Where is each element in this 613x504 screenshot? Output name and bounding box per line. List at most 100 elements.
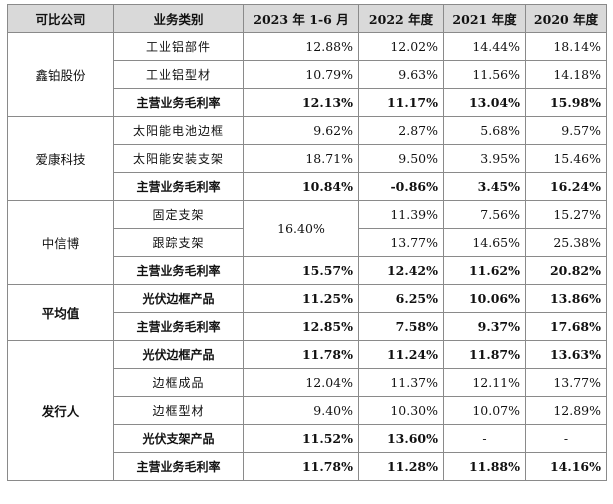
category-cell: 固定支架 [113,200,244,229]
value-cell: 11.56% [443,60,526,89]
value-cell: 14.16% [525,452,607,481]
category-cell: 主营业务毛利率 [113,312,244,341]
value-cell: 13.86% [525,284,607,313]
value-cell: 18.71% [243,144,359,173]
value-cell: 2.87% [358,116,444,145]
value-cell: 11.37% [358,368,444,397]
value-cell: 13.63% [525,340,607,369]
category-cell: 主营业务毛利率 [113,452,244,481]
value-cell: 9.62% [243,116,359,145]
category-cell: 主营业务毛利率 [113,256,244,285]
merged-value-cell: 16.40% [243,200,359,257]
table-row: 太阳能安装支架 18.71% 9.50% 3.95% 15.46% [8,144,607,173]
value-cell: 10.07% [443,396,526,425]
value-cell: 15.98% [525,88,607,117]
value-cell: 7.56% [443,200,526,229]
table-row: 主营业务毛利率 10.84% -0.86% 3.45% 16.24% [8,172,607,201]
table-row: 鑫铂股份 工业铝部件 12.88% 12.02% 14.44% 18.14% [7,32,607,117]
value-cell: 13.04% [443,88,526,117]
table-row: 主营业务毛利率 15.57% 12.42% 11.62% 20.82% [8,256,607,285]
table-row: 主营业务毛利率 12.13% 11.17% 13.04% 15.98% [8,88,607,117]
value-cell: 11.62% [443,256,526,285]
table-row: 光伏支架产品 11.52% 13.60% - - [8,424,607,453]
header-2023h1: 2023 年 1-6 月 [243,4,359,33]
company-cell: 中信博 [7,200,114,285]
value-cell: - [525,424,607,453]
value-cell: 13.60% [358,424,444,453]
value-cell: 13.77% [525,368,607,397]
value-cell: 13.77% [358,228,444,257]
value-cell: 11.28% [358,452,444,481]
company-cell: 爱康科技 [7,116,114,201]
table-row: 跟踪支架 13.77% 14.65% 25.38% [8,228,607,257]
value-cell: 11.52% [243,424,359,453]
company-cell: 鑫铂股份 [7,32,114,117]
value-cell: -0.86% [358,172,444,201]
header-row: 可比公司 业务类别 2023 年 1-6 月 2022 年度 2021 年度 2… [7,4,607,33]
category-cell: 边框型材 [113,396,244,425]
category-cell: 跟踪支架 [113,228,244,257]
value-cell: 11.87% [443,340,526,369]
value-cell: 5.68% [443,116,526,145]
value-cell: 12.11% [443,368,526,397]
value-cell: 12.04% [243,368,359,397]
header-2022: 2022 年度 [358,4,444,33]
value-cell: 15.57% [243,256,359,285]
header-2020: 2020 年度 [525,4,607,33]
value-cell: 15.46% [525,144,607,173]
value-cell: 11.39% [358,200,444,229]
value-cell: 9.40% [243,396,359,425]
header-2021: 2021 年度 [443,4,526,33]
category-cell: 主营业务毛利率 [113,88,244,117]
value-cell: 10.84% [243,172,359,201]
value-cell: 3.95% [443,144,526,173]
category-cell: 光伏支架产品 [113,424,244,453]
category-cell: 太阳能安装支架 [113,144,244,173]
value-cell: 20.82% [525,256,607,285]
value-cell: 15.27% [525,200,607,229]
value-cell: 18.14% [525,32,607,61]
table-row: 主营业务毛利率 12.85% 7.58% 9.37% 17.68% [8,312,607,341]
table-row: 工业铝型材 10.79% 9.63% 11.56% 14.18% [8,60,607,89]
table-row: 边框型材 9.40% 10.30% 10.07% 12.89% [8,396,607,425]
value-cell: 6.25% [358,284,444,313]
category-cell: 光伏边框产品 [113,340,244,369]
value-cell: 12.88% [243,32,359,61]
table-row: 主营业务毛利率 11.78% 11.28% 11.88% 14.16% [8,452,607,481]
category-cell: 边框成品 [113,368,244,397]
table-row: 平均值 光伏边框产品 11.25% 6.25% 10.06% 13.86% [7,284,607,341]
value-cell: 11.17% [358,88,444,117]
category-cell: 主营业务毛利率 [113,172,244,201]
value-cell: 9.63% [358,60,444,89]
category-cell: 太阳能电池边框 [113,116,244,145]
value-cell: 7.58% [358,312,444,341]
value-cell: 11.24% [358,340,444,369]
value-cell: 12.85% [243,312,359,341]
value-cell: 11.88% [443,452,526,481]
header-company: 可比公司 [7,4,114,33]
value-cell: 10.79% [243,60,359,89]
header-category: 业务类别 [113,4,244,33]
value-cell: 14.65% [443,228,526,257]
table-row: 发行人 光伏边框产品 11.78% 11.24% 11.87% 13.63% [7,340,607,481]
value-cell: 25.38% [525,228,607,257]
value-cell: 10.30% [358,396,444,425]
value-cell: 14.44% [443,32,526,61]
table-row: 中信博 固定支架 16.40% 11.39% 7.56% 15.27% [7,200,607,285]
value-cell: 12.02% [358,32,444,61]
value-cell: 11.78% [243,340,359,369]
value-cell: 16.24% [525,172,607,201]
value-cell: - [443,424,526,453]
value-cell: 9.57% [525,116,607,145]
value-cell: 12.89% [525,396,607,425]
company-cell: 发行人 [7,340,114,481]
value-cell: 11.78% [243,452,359,481]
value-cell: 17.68% [525,312,607,341]
category-cell: 光伏边框产品 [113,284,244,313]
category-cell: 工业铝型材 [113,60,244,89]
value-cell: 12.42% [358,256,444,285]
value-cell: 3.45% [443,172,526,201]
table-row: 爱康科技 太阳能电池边框 9.62% 2.87% 5.68% 9.57% [7,116,607,201]
gross-margin-table: 可比公司 业务类别 2023 年 1-6 月 2022 年度 2021 年度 2… [7,4,607,481]
value-cell: 11.25% [243,284,359,313]
